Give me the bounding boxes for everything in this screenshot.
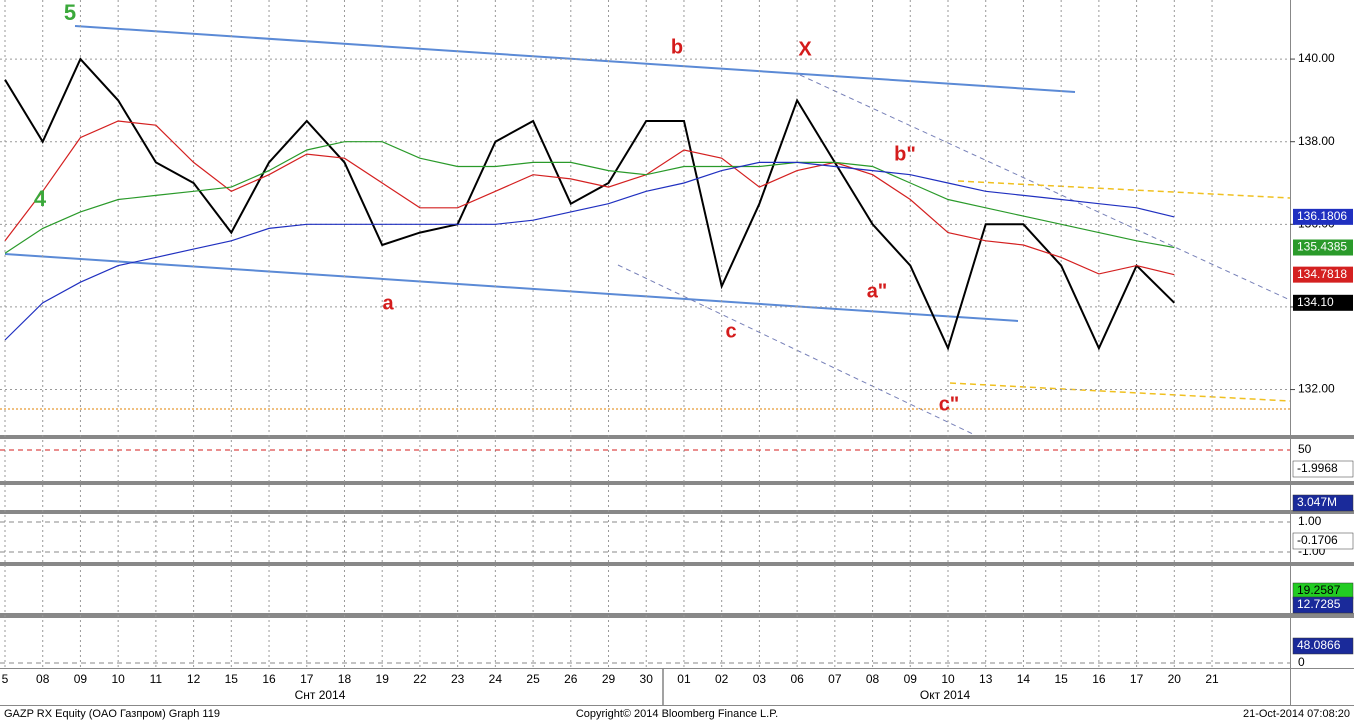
wave-label: a [382, 292, 394, 314]
last-value-tag [1293, 239, 1353, 256]
panel-tag-label: 19.2587 [1297, 583, 1341, 597]
month-label: Снт 2014 [295, 688, 346, 702]
x-tick-label: 30 [640, 672, 654, 686]
x-tick-label: 15 [1054, 672, 1068, 686]
panel-tick-label: 1.00 [1298, 514, 1322, 528]
wave-label: 4 [34, 186, 47, 211]
last-value-label: 135.4385 [1297, 240, 1347, 254]
x-tick-label: 16 [262, 672, 276, 686]
x-tick-label: 17 [1130, 672, 1144, 686]
x-tick-label: 14 [1017, 672, 1031, 686]
x-tick-label: 22 [413, 672, 427, 686]
panel-tick-label: 50 [1298, 442, 1312, 456]
x-tick-label: 5 [2, 672, 9, 686]
wave-label: X [798, 38, 812, 60]
wave-label: b [671, 36, 683, 58]
last-value-tag [1293, 294, 1353, 311]
panel-tag [1292, 494, 1354, 512]
x-tick-label: 25 [526, 672, 540, 686]
copyright: Copyright© 2014 Bloomberg Finance L.P. [576, 708, 778, 720]
x-tick-label: 07 [828, 672, 842, 686]
panel-tag-label: 12.7285 [1297, 597, 1341, 611]
x-tick-label: 24 [489, 672, 503, 686]
x-tick-label: 09 [904, 672, 918, 686]
wave-label: c [725, 320, 736, 342]
x-tick-label: 17 [300, 672, 314, 686]
x-tick-label: 08 [866, 672, 880, 686]
x-tick-label: 23 [451, 672, 465, 686]
x-tick-label: 18 [338, 672, 352, 686]
x-tick-label: 08 [36, 672, 50, 686]
series-line [4, 161, 1175, 341]
panel-tag-label: 48.0866 [1297, 638, 1341, 652]
panel-tag-label: -0.1706 [1297, 533, 1338, 547]
x-tick-label: 01 [677, 672, 691, 686]
wave-label: 5 [64, 0, 76, 25]
x-tick-label: 13 [979, 672, 993, 686]
panel-tag [1292, 596, 1354, 614]
x-tick-label: 21 [1205, 672, 1219, 686]
panel-tick-label: 0 [1298, 655, 1305, 669]
x-tick-label: 06 [790, 672, 804, 686]
series-line [4, 141, 1175, 254]
x-tick-label: 09 [74, 672, 88, 686]
x-tick-label: 10 [111, 672, 125, 686]
y-tick-label: 138.00 [1298, 134, 1335, 148]
y-tick-label: 140.00 [1298, 51, 1335, 65]
wave-label: a" [867, 280, 888, 302]
wave-label: c" [939, 393, 960, 415]
x-tick-label: 20 [1168, 672, 1182, 686]
x-tick-label: 15 [225, 672, 239, 686]
panel-tag-label: 3.047M [1297, 495, 1337, 509]
y-tick-label: 132.00 [1298, 382, 1335, 396]
series-line [4, 57, 1176, 352]
x-tick-label: 12 [187, 672, 201, 686]
panel-tag [1292, 532, 1354, 550]
x-tick-label: 26 [564, 672, 578, 686]
panel-separators [0, 0, 1354, 706]
last-value-label: 136.1806 [1297, 209, 1347, 223]
timestamp: 21-Oct-2014 07:08:20 [1243, 708, 1350, 720]
x-tick-label: 16 [1092, 672, 1106, 686]
last-value-label: 134.7818 [1297, 267, 1347, 281]
x-tick-label: 29 [602, 672, 616, 686]
last-value-tag [1293, 208, 1353, 225]
x-tick-label: 02 [715, 672, 729, 686]
panel-tag-label: -1.9968 [1297, 461, 1338, 475]
x-tick-label: 10 [941, 672, 955, 686]
last-value-label: 134.10 [1297, 295, 1334, 309]
x-tick-label: 19 [376, 672, 390, 686]
x-tick-label: 03 [753, 672, 767, 686]
month-label: Окт 2014 [920, 688, 971, 702]
series-line [4, 120, 1175, 276]
last-value-tag [1293, 266, 1353, 283]
x-tick-label: 11 [150, 672, 163, 686]
wave-label: b" [894, 143, 916, 165]
panel-tag [1292, 637, 1354, 655]
security-title: GAZP RX Equity (OAO Газпром) Graph 119 [4, 708, 220, 720]
panel-tag [1292, 460, 1354, 478]
